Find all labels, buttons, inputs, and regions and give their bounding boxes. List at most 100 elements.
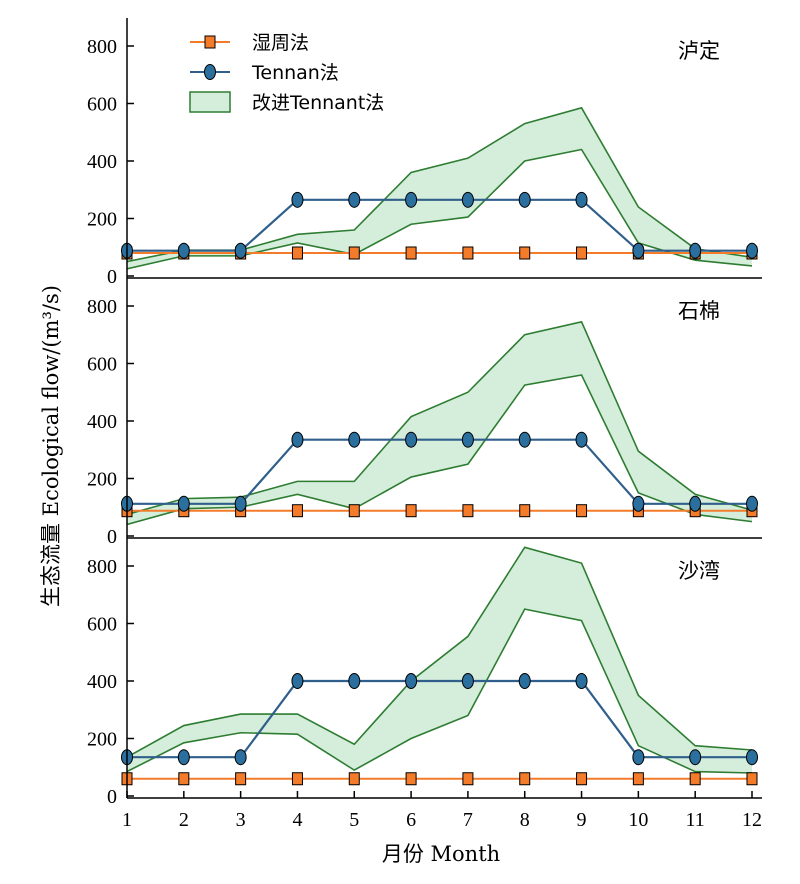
x-tick-label: 2 bbox=[179, 809, 189, 831]
tennant-point bbox=[177, 495, 190, 512]
legend-tennant-marker bbox=[204, 64, 216, 80]
wetted-perimeter-point bbox=[348, 772, 360, 786]
y-tick-label: 800 bbox=[87, 556, 117, 578]
legend-improved-tennant-swatch bbox=[189, 91, 231, 113]
y-tick-label: 400 bbox=[87, 671, 117, 693]
tennant-line bbox=[127, 438, 752, 505]
x-tick-label: 10 bbox=[628, 809, 648, 831]
tennant-point bbox=[575, 191, 588, 208]
wetted-perimeter-point bbox=[462, 772, 474, 786]
wetted-perimeter-point bbox=[746, 772, 758, 786]
wetted-perimeter-point bbox=[348, 504, 360, 518]
y-tick-label: 600 bbox=[87, 94, 117, 116]
legend-label: Tennan法 bbox=[251, 62, 339, 84]
wetted-perimeter-point bbox=[291, 772, 303, 786]
wetted-perimeter-point bbox=[576, 772, 588, 786]
wetted-perimeter-point bbox=[689, 772, 701, 786]
y-tick-label: 0 bbox=[107, 526, 117, 548]
wetted-perimeter-point bbox=[462, 246, 474, 260]
y-tick-label: 400 bbox=[87, 411, 117, 433]
x-tick-label: 8 bbox=[520, 809, 530, 831]
tennant-point bbox=[348, 431, 361, 448]
tennant-point bbox=[291, 431, 304, 448]
tennant-point bbox=[632, 749, 645, 766]
panel-1: 0 200 400 600 800 泸定 bbox=[87, 18, 762, 288]
tennant-point bbox=[348, 673, 361, 689]
wetted-perimeter-point bbox=[235, 772, 247, 786]
x-tick-label: 3 bbox=[236, 809, 246, 831]
tennant-point bbox=[632, 242, 645, 259]
tennant-point bbox=[461, 431, 474, 448]
x-tick-label: 4 bbox=[292, 809, 302, 831]
y-tick-label: 600 bbox=[87, 354, 117, 376]
wetted-perimeter-point bbox=[178, 772, 190, 786]
y-tick-label: 800 bbox=[87, 296, 117, 318]
panels: 0 200 400 600 800 泸定 0 200 400 600 800 石棉 0 200 400 600… bbox=[87, 18, 762, 831]
tennant-line bbox=[127, 679, 752, 759]
tennant-point bbox=[348, 191, 361, 208]
improved-tennant-lower-line bbox=[126, 608, 753, 774]
tennant-point bbox=[405, 673, 418, 689]
legend-label: 湿周法 bbox=[252, 32, 309, 54]
y-tick-label: 200 bbox=[87, 469, 117, 491]
wetted-perimeter-point bbox=[405, 504, 417, 518]
tennant-point bbox=[234, 242, 247, 259]
wetted-perimeter-point bbox=[519, 504, 531, 518]
tennant-point bbox=[632, 495, 645, 512]
y-tick-label: 400 bbox=[87, 151, 117, 173]
tennant-point bbox=[518, 191, 531, 208]
x-tick-label: 7 bbox=[463, 809, 473, 831]
station-label: 石棉 bbox=[678, 299, 720, 323]
tennant-point bbox=[746, 495, 758, 512]
tennant-point bbox=[518, 673, 531, 689]
improved-tennant-band bbox=[127, 107, 752, 269]
tennant-point bbox=[461, 673, 474, 689]
tennant-point bbox=[575, 673, 588, 689]
wetted-perimeter-point bbox=[576, 504, 588, 518]
tennant-line bbox=[127, 198, 752, 252]
tennant-point bbox=[575, 431, 588, 448]
wetted-perimeter-point bbox=[519, 772, 531, 786]
wetted-perimeter-point bbox=[405, 772, 417, 786]
improved-tennant-lower-line bbox=[126, 148, 753, 270]
tennant-point bbox=[518, 431, 531, 448]
improved-tennant-band bbox=[127, 321, 752, 525]
x-axis-title: 月份 Month bbox=[382, 842, 500, 866]
tennant-point bbox=[177, 749, 190, 766]
x-tick-label: 5 bbox=[349, 809, 359, 831]
wetted-perimeter-point bbox=[576, 246, 588, 260]
legend-wetted-perimeter-marker bbox=[204, 35, 216, 49]
improved-tennant-upper-line bbox=[126, 320, 753, 516]
tennant-point bbox=[291, 191, 304, 208]
y-tick-label: 600 bbox=[87, 614, 117, 636]
station-label: 沙湾 bbox=[678, 559, 720, 583]
wetted-perimeter-point bbox=[519, 246, 531, 260]
y-tick-label: 200 bbox=[87, 729, 117, 751]
tennant-point bbox=[291, 673, 304, 689]
tennant-point bbox=[234, 749, 247, 766]
y-axis-title: 生态流量 Ecological flow/(m³/s) bbox=[39, 285, 63, 607]
wetted-perimeter-point bbox=[405, 246, 417, 260]
improved-tennant-lower-line bbox=[126, 374, 753, 526]
y-tick-label: 800 bbox=[87, 36, 117, 58]
station-label: 泸定 bbox=[678, 39, 720, 63]
tennant-point bbox=[746, 749, 758, 766]
tennant-point bbox=[461, 191, 474, 208]
x-tick-label: 6 bbox=[406, 809, 416, 831]
tennant-point bbox=[689, 495, 702, 512]
y-tick-label: 200 bbox=[87, 209, 117, 231]
tennant-point bbox=[746, 242, 758, 259]
legend-label: 改进Tennant法 bbox=[252, 92, 384, 114]
wetted-perimeter-point bbox=[348, 246, 360, 260]
tennant-point bbox=[689, 242, 702, 259]
wetted-perimeter-point bbox=[291, 246, 303, 260]
x-tick-label: 1 bbox=[122, 809, 132, 831]
wetted-perimeter-point bbox=[291, 504, 303, 518]
y-tick-label: 0 bbox=[107, 266, 117, 288]
improved-tennant-band bbox=[127, 547, 752, 773]
panel-2: 0 200 400 600 800 石棉 bbox=[87, 278, 762, 548]
tennant-point bbox=[689, 749, 702, 766]
x-tick-label: 9 bbox=[577, 809, 587, 831]
